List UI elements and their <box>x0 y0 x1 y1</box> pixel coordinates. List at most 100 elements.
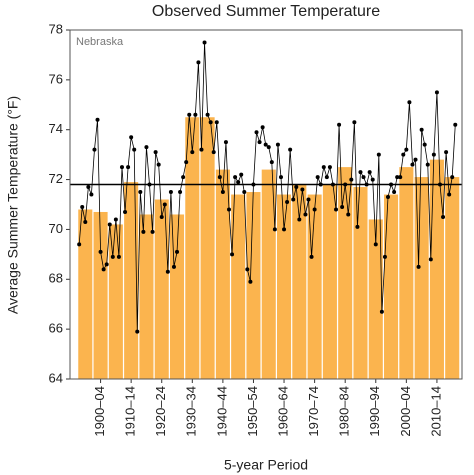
bar <box>185 117 200 379</box>
x-tick-label: 1950–54 <box>245 386 260 437</box>
annual-point <box>162 202 167 207</box>
bar <box>399 167 414 379</box>
bar <box>169 214 185 379</box>
annual-point <box>178 190 183 195</box>
bar <box>154 199 169 379</box>
annual-point <box>367 170 372 175</box>
annual-point <box>190 150 195 155</box>
x-tick-label: 2010–14 <box>428 386 443 437</box>
annual-point <box>92 147 97 152</box>
annual-point <box>309 254 314 259</box>
annual-point <box>413 157 418 162</box>
annual-point <box>416 264 421 269</box>
bar <box>353 187 368 379</box>
annual-point <box>86 185 91 190</box>
bar <box>414 177 429 379</box>
annual-point <box>144 145 149 150</box>
annual-point <box>379 309 384 314</box>
annual-point <box>95 117 100 122</box>
annual-point <box>269 160 274 165</box>
annual-point <box>431 152 436 157</box>
annual-point <box>123 209 128 214</box>
annual-point <box>349 177 354 182</box>
annual-point <box>236 180 241 185</box>
annual-point <box>404 147 409 152</box>
annual-point <box>184 160 189 165</box>
annual-point <box>245 267 250 272</box>
annual-point <box>361 175 366 180</box>
annual-point <box>171 264 176 269</box>
bar <box>215 169 230 379</box>
bar <box>445 177 460 379</box>
annual-point <box>395 175 400 180</box>
annual-point <box>77 242 82 247</box>
x-tick-label: 1980–84 <box>337 386 352 437</box>
annual-point <box>110 254 115 259</box>
bar <box>338 167 353 379</box>
annual-point <box>441 214 446 219</box>
annual-point <box>352 120 357 125</box>
annual-point <box>159 214 164 219</box>
y-axis-title: Average Summer Temperature (°F) <box>5 96 21 314</box>
annual-point <box>315 175 320 180</box>
annual-point <box>132 147 137 152</box>
annual-point <box>266 145 271 150</box>
annual-point <box>392 190 397 195</box>
annual-point <box>230 252 235 257</box>
annual-point <box>321 165 326 170</box>
annual-point <box>104 262 109 267</box>
annual-point <box>181 175 186 180</box>
annual-point <box>386 195 391 200</box>
annual-point <box>153 150 158 155</box>
annual-point <box>260 125 265 130</box>
y-tick-label: 72 <box>49 171 63 186</box>
annual-point <box>285 200 290 205</box>
y-tick-label: 64 <box>49 370 63 385</box>
annual-point <box>278 175 283 180</box>
annual-point <box>242 190 247 195</box>
annual-point <box>263 142 268 147</box>
annual-point <box>444 150 449 155</box>
bar <box>429 159 444 379</box>
annual-point <box>193 112 198 117</box>
annual-point <box>168 190 173 195</box>
bar <box>124 182 139 379</box>
annual-point <box>254 130 259 135</box>
bar <box>307 194 322 379</box>
annual-point <box>382 254 387 259</box>
annual-point <box>80 204 85 209</box>
annual-point <box>434 90 439 95</box>
bar <box>93 211 108 379</box>
annual-point <box>288 147 293 152</box>
bar <box>384 194 399 379</box>
annual-point <box>282 227 287 232</box>
annual-point <box>107 222 112 227</box>
x-tick-label: 1990–94 <box>367 386 382 437</box>
bar <box>261 169 276 379</box>
annual-point <box>138 190 143 195</box>
annual-point <box>422 142 427 147</box>
x-tick-label: 1940–44 <box>214 386 229 437</box>
annual-point <box>98 249 103 254</box>
bar <box>368 219 383 379</box>
annual-point <box>196 60 201 65</box>
annual-point <box>453 122 458 127</box>
annual-point <box>291 197 296 202</box>
annual-point <box>355 224 360 229</box>
annual-point <box>205 112 210 117</box>
annual-point <box>306 197 311 202</box>
annual-point <box>373 242 378 247</box>
annual-point <box>141 229 146 234</box>
annual-point <box>83 219 88 224</box>
annual-point <box>300 187 305 192</box>
y-tick-label: 68 <box>49 271 63 286</box>
chart-title: Observed Summer Temperature <box>152 3 380 20</box>
annual-point <box>187 112 192 117</box>
annual-point <box>358 170 363 175</box>
annual-point <box>401 152 406 157</box>
annual-point <box>220 190 225 195</box>
annual-point <box>337 122 342 127</box>
bar <box>277 194 292 379</box>
annual-point <box>175 249 180 254</box>
